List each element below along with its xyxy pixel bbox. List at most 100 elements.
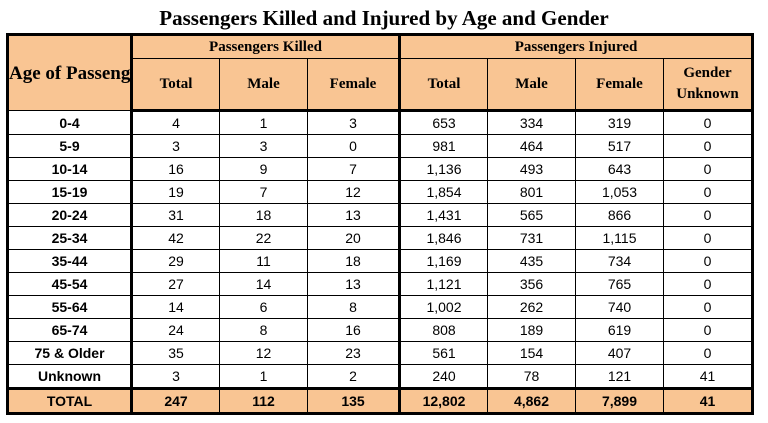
killed-group-header: Passengers Killed bbox=[131, 34, 400, 59]
killed-female-cell: 18 bbox=[307, 249, 400, 273]
killed-total-cell: 16 bbox=[131, 157, 220, 181]
killed-male-cell: 1 bbox=[219, 364, 308, 389]
injured-male-cell: 356 bbox=[487, 272, 576, 296]
killed-total-cell: 24 bbox=[131, 318, 220, 342]
injured-male-cell: 4,862 bbox=[487, 387, 576, 415]
killed-female-cell: 135 bbox=[307, 387, 400, 415]
killed-total-cell: 14 bbox=[131, 295, 220, 319]
injured-female-cell: 121 bbox=[575, 364, 664, 389]
injured-unknown-header: Gender Unknown bbox=[662, 58, 754, 112]
table-row: Unknown 3 1 2 240 78 121 41 bbox=[7, 364, 754, 389]
killed-male-cell: 112 bbox=[219, 387, 308, 415]
age-column-header: Age of Passenger bbox=[7, 34, 133, 111]
injured-male-cell: 464 bbox=[487, 134, 576, 158]
injured-unknown-cell: 0 bbox=[662, 249, 754, 273]
killed-total-header: Total bbox=[131, 58, 220, 112]
table-body: 0-4 4 1 3 653 334 319 0 5-9 3 3 0 981 464 517 0 10-14 16 9… bbox=[7, 110, 754, 415]
killed-female-cell: 7 bbox=[307, 157, 400, 181]
injured-unknown-cell: 41 bbox=[662, 364, 754, 389]
injured-unknown-cell: 0 bbox=[662, 203, 754, 227]
killed-female-cell: 20 bbox=[307, 226, 400, 250]
injured-female-cell: 407 bbox=[575, 341, 664, 365]
injured-female-cell: 1,053 bbox=[575, 180, 664, 204]
injured-total-cell: 1,136 bbox=[398, 157, 488, 181]
killed-total-cell: 247 bbox=[131, 387, 220, 415]
injured-unknown-cell: 0 bbox=[662, 226, 754, 250]
age-cell: 75 & Older bbox=[7, 341, 133, 365]
killed-female-cell: 2 bbox=[307, 364, 400, 389]
injured-male-cell: 435 bbox=[487, 249, 576, 273]
injured-total-cell: 1,431 bbox=[398, 203, 488, 227]
killed-female-cell: 3 bbox=[307, 110, 400, 135]
killed-female-cell: 12 bbox=[307, 180, 400, 204]
killed-total-cell: 29 bbox=[131, 249, 220, 273]
injured-male-cell: 334 bbox=[487, 110, 576, 135]
killed-female-header: Female bbox=[307, 58, 400, 112]
injured-male-cell: 189 bbox=[487, 318, 576, 342]
passengers-table: Age of Passenger Passengers Killed Passe… bbox=[6, 33, 755, 415]
injured-total-cell: 12,802 bbox=[398, 387, 488, 415]
table-row: 15-19 19 7 12 1,854 801 1,053 0 bbox=[7, 180, 754, 204]
injured-total-cell: 981 bbox=[398, 134, 488, 158]
injured-female-cell: 734 bbox=[575, 249, 664, 273]
injured-male-header: Male bbox=[487, 58, 576, 112]
table-row: 35-44 29 11 18 1,169 435 734 0 bbox=[7, 249, 754, 273]
table-row: 10-14 16 9 7 1,136 493 643 0 bbox=[7, 157, 754, 181]
injured-female-cell: 319 bbox=[575, 110, 664, 135]
killed-male-cell: 8 bbox=[219, 318, 308, 342]
age-cell: 15-19 bbox=[7, 180, 133, 204]
injured-male-cell: 154 bbox=[487, 341, 576, 365]
killed-male-header: Male bbox=[219, 58, 308, 112]
table-row: 0-4 4 1 3 653 334 319 0 bbox=[7, 110, 754, 135]
killed-male-cell: 18 bbox=[219, 203, 308, 227]
injured-unknown-cell: 0 bbox=[662, 272, 754, 296]
killed-male-cell: 12 bbox=[219, 341, 308, 365]
injured-female-cell: 643 bbox=[575, 157, 664, 181]
killed-female-cell: 13 bbox=[307, 272, 400, 296]
injured-unknown-cell: 41 bbox=[662, 387, 754, 415]
killed-female-cell: 0 bbox=[307, 134, 400, 158]
injured-female-cell: 866 bbox=[575, 203, 664, 227]
injured-male-cell: 801 bbox=[487, 180, 576, 204]
age-cell: 5-9 bbox=[7, 134, 133, 158]
page-title: Passengers Killed and Injured by Age and… bbox=[159, 6, 609, 30]
injured-unknown-cell: 0 bbox=[662, 180, 754, 204]
killed-female-cell: 16 bbox=[307, 318, 400, 342]
age-cell: 20-24 bbox=[7, 203, 133, 227]
table-row: 25-34 42 22 20 1,846 731 1,115 0 bbox=[7, 226, 754, 250]
killed-total-cell: 3 bbox=[131, 134, 220, 158]
injured-total-cell: 1,854 bbox=[398, 180, 488, 204]
table-row: 5-9 3 3 0 981 464 517 0 bbox=[7, 134, 754, 158]
injured-female-cell: 7,899 bbox=[575, 387, 664, 415]
killed-total-cell: 19 bbox=[131, 180, 220, 204]
table-row: 65-74 24 8 16 808 189 619 0 bbox=[7, 318, 754, 342]
injured-female-header: Female bbox=[575, 58, 664, 112]
injured-total-cell: 1,169 bbox=[398, 249, 488, 273]
killed-total-cell: 31 bbox=[131, 203, 220, 227]
injured-female-cell: 765 bbox=[575, 272, 664, 296]
killed-female-cell: 23 bbox=[307, 341, 400, 365]
table-row: 45-54 27 14 13 1,121 356 765 0 bbox=[7, 272, 754, 296]
injured-total-cell: 561 bbox=[398, 341, 488, 365]
age-cell: 0-4 bbox=[7, 110, 133, 135]
killed-male-cell: 6 bbox=[219, 295, 308, 319]
killed-total-cell: 3 bbox=[131, 364, 220, 389]
injured-male-cell: 262 bbox=[487, 295, 576, 319]
killed-female-cell: 8 bbox=[307, 295, 400, 319]
killed-total-cell: 4 bbox=[131, 110, 220, 135]
injured-male-cell: 731 bbox=[487, 226, 576, 250]
table-row: 20-24 31 18 13 1,431 565 866 0 bbox=[7, 203, 754, 227]
killed-total-cell: 27 bbox=[131, 272, 220, 296]
killed-total-cell: 35 bbox=[131, 341, 220, 365]
killed-total-cell: 42 bbox=[131, 226, 220, 250]
injured-female-cell: 619 bbox=[575, 318, 664, 342]
age-cell: TOTAL bbox=[7, 387, 133, 415]
injured-unknown-cell: 0 bbox=[662, 295, 754, 319]
injured-group-header: Passengers Injured bbox=[397, 34, 754, 59]
table-row: 75 & Older 35 12 23 561 154 407 0 bbox=[7, 341, 754, 365]
age-cell: Unknown bbox=[7, 364, 133, 389]
injured-unknown-cell: 0 bbox=[662, 157, 754, 181]
injured-total-cell: 653 bbox=[398, 110, 488, 135]
injured-male-cell: 78 bbox=[487, 364, 576, 389]
killed-male-cell: 9 bbox=[219, 157, 308, 181]
